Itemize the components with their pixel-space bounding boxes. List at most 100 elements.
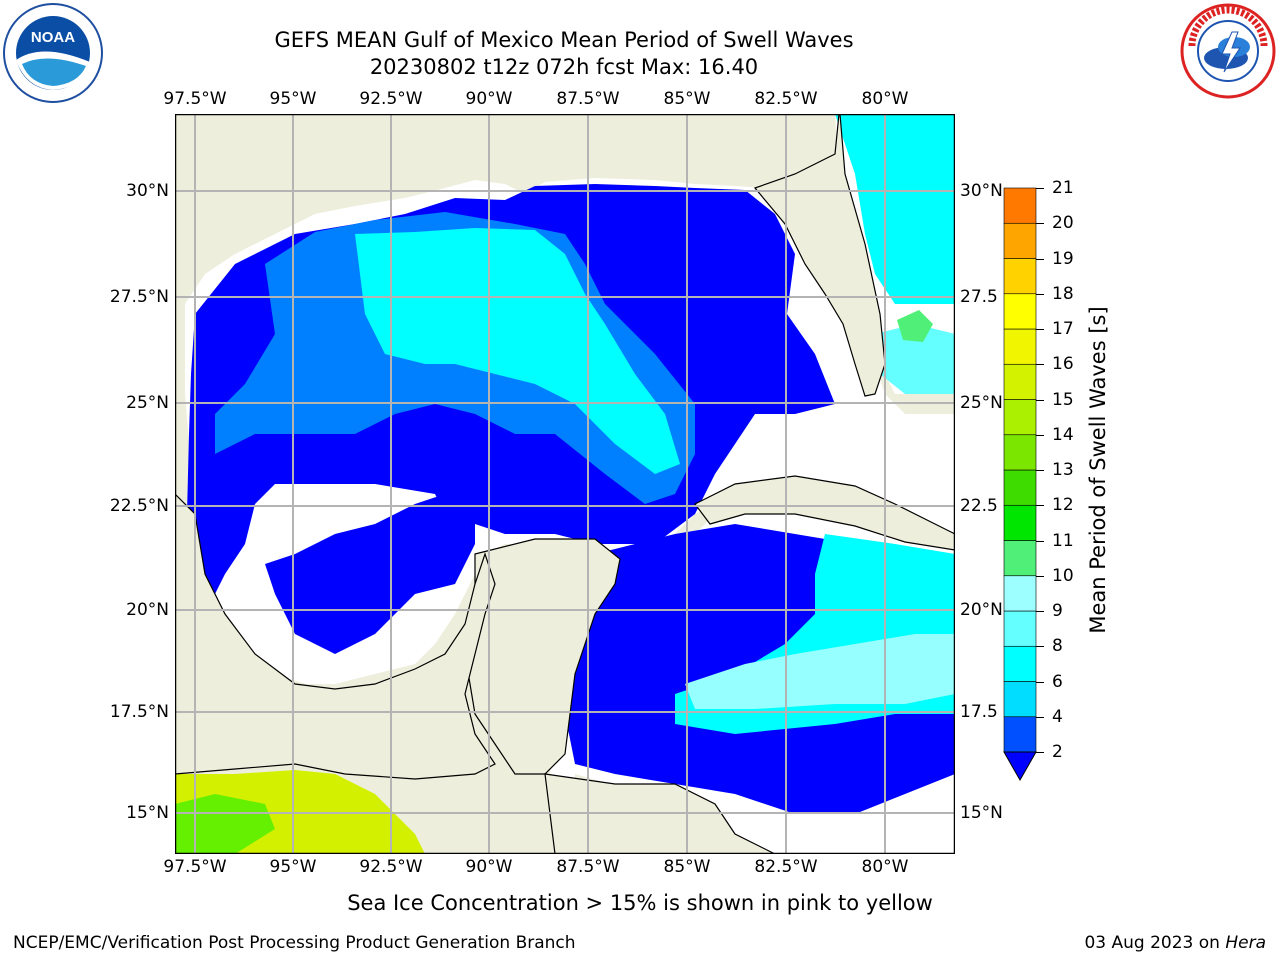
colorbar-swatch — [1003, 540, 1037, 577]
swell-atlantic-south — [875, 324, 955, 394]
colorbar-tick-mark — [1036, 399, 1044, 401]
colorbar-swatch — [1003, 328, 1037, 365]
map-plot — [175, 114, 955, 854]
lon-tick-bottom: 97.5°W — [163, 857, 227, 877]
lon-tick-bottom: 90°W — [465, 857, 513, 877]
colorbar-tick-label: 9 — [1052, 601, 1063, 621]
lon-tick-bottom: 85°W — [663, 857, 711, 877]
colorbar-extend-arrow — [1003, 751, 1037, 782]
colorbar-tick-label: 20 — [1052, 213, 1074, 234]
colorbar-swatch — [1003, 187, 1037, 224]
footer-date-text: 03 Aug 2023 on — [1084, 933, 1226, 953]
footer-machine: Hera — [1225, 933, 1266, 953]
noaa-logo: NOAA — [2, 2, 104, 108]
colorbar-swatch — [1003, 575, 1037, 612]
graticule — [175, 114, 955, 854]
colorbar-swatch — [1003, 222, 1037, 259]
lon-tick-top: 85°W — [663, 89, 711, 109]
lat-tick-right: 25°N — [960, 393, 1003, 413]
swell-green-bahamas — [897, 310, 933, 342]
colorbar-swatch — [1003, 434, 1037, 471]
land-cuba — [694, 475, 955, 551]
colorbar-tick-mark — [1036, 470, 1044, 471]
lat-tick-right: 30°N — [960, 181, 1003, 201]
svg-text:NOAA: NOAA — [31, 29, 75, 46]
swell-atlantic — [835, 114, 955, 304]
lon-tick-bottom: 92.5°W — [359, 857, 423, 877]
colorbar-tick-label: 13 — [1052, 460, 1074, 480]
colorbar-tick-label: 6 — [1052, 671, 1063, 692]
colorbar-tick-mark — [1036, 329, 1044, 330]
colorbar-tick-mark — [1036, 646, 1044, 648]
colorbar-tick-mark — [1036, 611, 1044, 612]
colorbar-tick-mark — [1036, 258, 1044, 260]
colorbar-swatch — [1003, 681, 1037, 718]
colorbar-tick-label: 8 — [1052, 636, 1063, 657]
colorbar-swatch — [1003, 363, 1037, 400]
colorbar-tick-mark — [1036, 716, 1044, 718]
colorbar-swatch — [1003, 716, 1037, 753]
colorbar-swatch — [1003, 399, 1037, 436]
lat-tick-left: 25°N — [126, 393, 169, 413]
colorbar-tick-label: 17 — [1052, 319, 1074, 339]
lon-tick-top: 80°W — [861, 89, 909, 109]
colorbar-tick-label: 14 — [1052, 424, 1074, 445]
lat-tick-left: 27.5°N — [109, 287, 169, 307]
lat-tick-right: 15°N — [960, 803, 1003, 823]
colorbar-tick-mark — [1036, 434, 1044, 436]
colorbar-swatch — [1003, 645, 1037, 682]
lat-tick-left: 30°N — [126, 181, 169, 201]
colorbar-tick-mark — [1036, 575, 1044, 577]
colorbar-tick-mark — [1036, 223, 1044, 225]
colorbar-tick-label: 19 — [1052, 248, 1074, 269]
colorbar-swatch — [1003, 293, 1037, 330]
colorbar-label: Mean Period of Swell Waves [s] — [1086, 306, 1110, 634]
swell-light-caribbean — [685, 634, 955, 709]
land-yucatan — [464, 538, 621, 775]
colorbar-swatch — [1003, 258, 1037, 295]
lon-tick-bottom: 87.5°W — [556, 857, 620, 877]
colorbar-swatch — [1003, 610, 1037, 647]
map-frame — [175, 114, 955, 854]
colorbar-tick-mark — [1036, 540, 1044, 542]
map-subtitle: 20230802 t12z 072h fcst Max: 16.40 — [369, 55, 759, 79]
lon-tick-bottom: 95°W — [269, 857, 317, 877]
colorbar-tick-label: 18 — [1052, 283, 1074, 304]
colorbar-tick-label: 21 — [1052, 178, 1074, 198]
colorbar-tick-label: 2 — [1052, 742, 1063, 762]
lat-tick-right: 20°N — [960, 600, 1003, 620]
swell-high-gulf — [355, 228, 680, 474]
map-title: GEFS MEAN Gulf of Mexico Mean Period of … — [274, 28, 854, 52]
colorbar-tick-mark — [1036, 364, 1044, 366]
colorbar-tick-mark — [1036, 681, 1044, 683]
lat-tick-right: 17.5 — [960, 702, 998, 722]
colorbar-tick-mark — [1036, 188, 1044, 189]
lon-tick-top: 95°W — [269, 89, 317, 109]
lat-tick-right: 27.5 — [960, 287, 998, 307]
colorbar-swatch — [1003, 504, 1037, 541]
colorbar-tick-mark — [1036, 293, 1044, 295]
nws-logo — [1178, 2, 1278, 104]
lat-tick-left: 15°N — [126, 803, 169, 823]
footer-date: 03 Aug 2023 on Hera — [1084, 933, 1266, 953]
colorbar-tick-mark — [1036, 752, 1044, 753]
colorbar-tick-mark — [1036, 505, 1044, 507]
colorbar — [1003, 187, 1037, 782]
colorbar-tick-label: 4 — [1052, 706, 1063, 727]
lon-tick-top: 82.5°W — [754, 89, 818, 109]
colorbar-tick-label: 12 — [1052, 495, 1074, 516]
lat-tick-right: 22.5 — [960, 496, 998, 516]
pacific-green — [175, 794, 275, 854]
colorbar-tick-label: 10 — [1052, 565, 1074, 586]
lon-tick-top: 97.5°W — [163, 89, 227, 109]
lon-tick-bottom: 80°W — [861, 857, 909, 877]
colorbar-tick-label: 15 — [1052, 389, 1074, 410]
colorbar-swatch — [1003, 469, 1037, 506]
lon-tick-top: 90°W — [465, 89, 513, 109]
lon-tick-bottom: 82.5°W — [754, 857, 818, 877]
lat-tick-left: 17.5°N — [109, 702, 169, 722]
colorbar-tick-label: 11 — [1052, 530, 1074, 551]
colorbar-tick-label: 16 — [1052, 354, 1074, 375]
lat-tick-left: 20°N — [126, 600, 169, 620]
sea-ice-note: Sea Ice Concentration > 15% is shown in … — [347, 891, 933, 915]
